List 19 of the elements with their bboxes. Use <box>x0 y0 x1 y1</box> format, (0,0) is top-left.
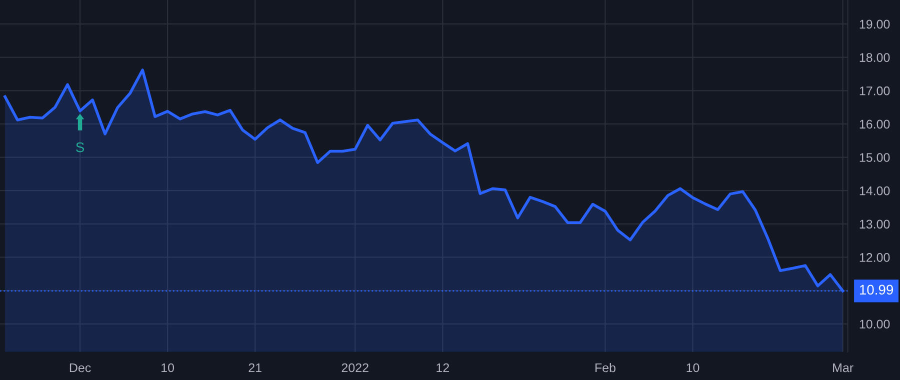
y-tick-label: 17.00 <box>860 86 890 96</box>
y-tick-label: 14.00 <box>860 186 890 196</box>
x-tick-label: 21 <box>248 363 262 372</box>
x-tick-label: 12 <box>436 363 449 372</box>
y-tick-label: 15.00 <box>860 153 890 162</box>
y-tick-label: 13.00 <box>860 220 890 229</box>
y-tick-label: 10.00 <box>860 320 890 329</box>
y-tick-label: 18.00 <box>860 53 890 62</box>
ref-line-label: 10.99 <box>860 284 894 295</box>
y-tick-label: 16.00 <box>860 120 890 129</box>
y-tick-label: 19.00 <box>860 20 890 29</box>
x-tick-label: 10 <box>162 363 174 372</box>
y-tick-label: 12.00 <box>860 253 890 262</box>
x-tick-label: Dec <box>70 363 91 372</box>
x-tick-label: Mar <box>833 363 854 372</box>
x-tick-label: 10 <box>686 363 700 372</box>
x-tick-label: 2022 <box>342 363 368 372</box>
annotation: S <box>76 142 84 152</box>
x-tick-label: Feb <box>595 362 616 372</box>
